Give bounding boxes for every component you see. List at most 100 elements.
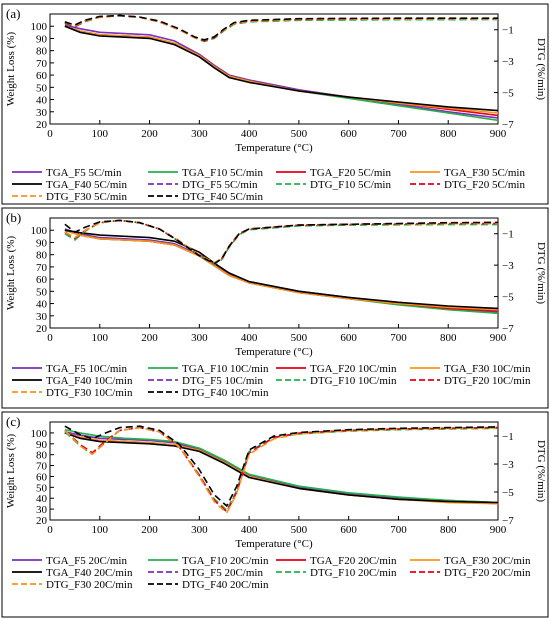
y-tick-label: 80	[36, 250, 48, 262]
y-tick-label: 80	[36, 450, 48, 462]
x-tick-label: 900	[490, 332, 507, 344]
y2-axis-label: DTG (%/min)	[535, 38, 547, 100]
x-tick-label: 200	[141, 524, 158, 536]
x-tick-label: 400	[241, 524, 258, 536]
y2-tick-label: −5	[502, 292, 514, 304]
legend-label: DTG_F20 5C/min	[444, 179, 525, 191]
series-line-tga-f5	[64, 24, 499, 119]
x-tick-label: 800	[440, 524, 457, 536]
legend-label: TGA_F5 5C/min	[46, 167, 122, 179]
y-tick-label: 20	[36, 119, 48, 131]
y-tick-label: 30	[36, 107, 48, 119]
legend-label: DTG_F10 5C/min	[310, 179, 391, 191]
x-tick-label: 600	[340, 332, 357, 344]
legend-label: TGA_F20 5C/min	[310, 167, 391, 179]
panel-label: (b)	[6, 210, 21, 225]
x-tick-label: 0	[47, 128, 53, 140]
legend-label: DTG_F40 5C/min	[182, 191, 263, 203]
y2-tick-label: −7	[502, 515, 514, 527]
legend-label: TGA_F40 20C/min	[46, 567, 133, 579]
y-tick-label: 100	[31, 21, 48, 33]
x-tick-label: 800	[440, 332, 457, 344]
y2-tick-label: −7	[502, 119, 514, 131]
x-tick-label: 300	[191, 332, 208, 344]
panel-label: (c)	[6, 414, 20, 429]
x-tick-label: 200	[141, 128, 158, 140]
x-tick-label: 700	[390, 332, 407, 344]
y2-tick-label: −3	[502, 260, 514, 272]
y2-tick-label: −7	[502, 323, 514, 335]
y-tick-label: 50	[36, 286, 48, 298]
legend-label: DTG_F5 20C/min	[182, 567, 263, 579]
y-tick-label: 70	[36, 58, 48, 70]
x-tick-label: 100	[92, 128, 109, 140]
y-tick-label: 90	[36, 33, 48, 45]
series-line-tga-f10	[64, 428, 499, 504]
chart-panel-2: (b) 0 100 200 300 400 500 600 700 800 900 203040506…	[1, 207, 549, 409]
y-tick-label: 100	[31, 225, 48, 237]
x-tick-label: 0	[47, 524, 53, 536]
y-tick-label: 40	[36, 493, 48, 505]
x-tick-label: 300	[191, 524, 208, 536]
x-tick-label: 500	[291, 128, 308, 140]
legend-label: TGA_F10 5C/min	[182, 167, 263, 179]
panel-frame	[1, 3, 549, 205]
legend-label: DTG_F30 5C/min	[46, 191, 127, 203]
panel-label: (a)	[6, 6, 20, 21]
legend-label: DTG_F20 20C/min	[444, 567, 531, 579]
x-tick-label: 200	[141, 332, 158, 344]
y-tick-label: 20	[36, 515, 48, 527]
y-tick-label: 70	[36, 262, 48, 274]
y2-tick-label: −5	[502, 88, 514, 100]
chart-panel-3: (c) 0 100 200 300 400 500 600 700 800 900 203040506…	[1, 411, 549, 618]
y2-tick-label: −3	[502, 56, 514, 68]
legend-label: DTG_F40 10C/min	[182, 387, 269, 399]
y2-tick-label: −1	[502, 431, 514, 443]
plot-area	[49, 217, 499, 329]
y-tick-label: 40	[36, 95, 48, 107]
series-line-dtg-f30	[64, 426, 499, 514]
legend-label: TGA_F10 10C/min	[182, 363, 269, 375]
series-line-dtg-f40	[64, 425, 499, 507]
y-tick-label: 30	[36, 311, 48, 323]
x-axis-label: Temperature (°C)	[235, 142, 313, 154]
legend-label: TGA_F40 10C/min	[46, 375, 133, 387]
legend-label: TGA_F40 5C/min	[46, 179, 127, 191]
y-tick-label: 20	[36, 323, 48, 335]
x-tick-label: 100	[92, 332, 109, 344]
y-axis-label: Weight Loss (%)	[5, 236, 17, 311]
plot-area	[49, 13, 499, 125]
series-line-tga-f20	[64, 229, 499, 312]
y-tick-label: 70	[36, 461, 48, 473]
y-tick-label: 40	[36, 299, 48, 311]
legend-label: TGA_F30 10C/min	[444, 363, 531, 375]
legend-label: DTG_F5 5C/min	[182, 179, 258, 191]
y-axis-label: Weight Loss (%)	[5, 32, 17, 107]
series-line-tga-f40	[64, 229, 499, 310]
panel-frame	[1, 207, 549, 409]
legend-label: TGA_F10 20C/min	[182, 555, 269, 567]
legend-label: DTG_F40 20C/min	[182, 579, 269, 591]
legend-label: TGA_F20 20C/min	[310, 555, 397, 567]
legend-label: DTG_F5 10C/min	[182, 375, 263, 387]
x-tick-label: 600	[340, 524, 357, 536]
y2-axis-label: DTG (%/min)	[535, 440, 547, 502]
series-line-tga-f40	[64, 432, 499, 504]
y2-tick-label: −3	[502, 459, 514, 471]
y-tick-label: 60	[36, 471, 48, 483]
series-line-tga-f30	[64, 25, 499, 114]
legend-label: TGA_F30 20C/min	[444, 555, 531, 567]
series-line-tga-f10	[64, 229, 499, 315]
x-tick-label: 700	[390, 128, 407, 140]
x-tick-label: 700	[390, 524, 407, 536]
y-tick-label: 80	[36, 46, 48, 58]
series-line-tga-f20	[64, 25, 499, 117]
x-tick-label: 300	[191, 128, 208, 140]
legend-label: DTG_F30 10C/min	[46, 387, 133, 399]
x-tick-label: 900	[490, 524, 507, 536]
series-line-dtg-f40	[64, 14, 498, 41]
panel-frame	[1, 411, 549, 618]
y-tick-label: 50	[36, 82, 48, 94]
legend-label: DTG_F20 10C/min	[444, 375, 531, 387]
